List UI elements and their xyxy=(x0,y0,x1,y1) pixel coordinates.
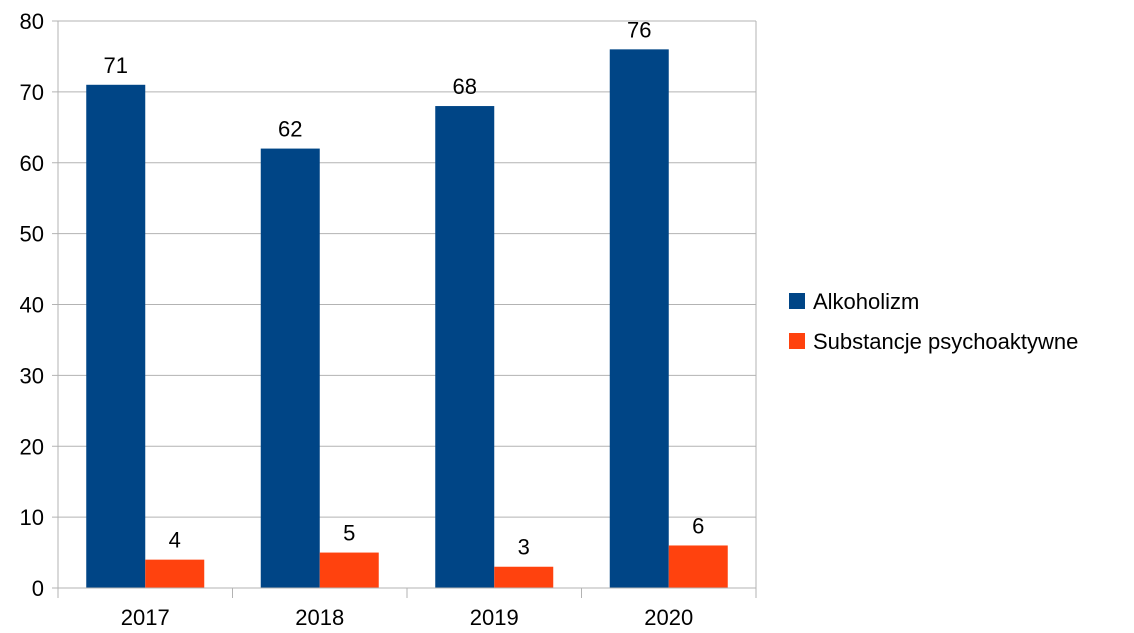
labels: 71 4 62 5 68 3 76 6 xyxy=(104,17,705,559)
data-label: 6 xyxy=(692,513,704,538)
x-tick-label: 2018 xyxy=(295,605,344,630)
bar-alkoholizm-2020 xyxy=(609,49,669,589)
data-label: 62 xyxy=(278,117,302,142)
data-label: 71 xyxy=(104,53,128,78)
x-tick-label: 2019 xyxy=(470,605,519,630)
data-label: 4 xyxy=(169,528,181,553)
legend-swatch xyxy=(789,333,805,349)
bar-substancje-2018 xyxy=(319,552,379,588)
y-tick-label: 40 xyxy=(20,293,44,318)
y-tick-label: 70 xyxy=(20,80,44,105)
y-tick-label: 10 xyxy=(20,505,44,530)
data-label: 5 xyxy=(343,521,355,546)
gridlines xyxy=(58,20,757,588)
y-tick-label: 80 xyxy=(20,9,44,34)
legend-label: Alkoholizm xyxy=(813,289,919,314)
bar-substancje-2017 xyxy=(145,559,205,588)
bar-alkoholizm-2019 xyxy=(435,106,495,589)
bar-substancje-2020 xyxy=(668,545,728,588)
data-label: 3 xyxy=(518,535,530,560)
axes: 0 10 20 30 40 50 60 70 80 2017 2018 2019 2020 xyxy=(20,9,757,630)
y-tick-label: 50 xyxy=(20,222,44,247)
y-tick-label: 30 xyxy=(20,363,44,388)
y-tick-label: 0 xyxy=(32,576,44,601)
bars xyxy=(86,49,728,589)
y-tick-label: 20 xyxy=(20,434,44,459)
data-label: 68 xyxy=(453,74,477,99)
legend-label: Substancje psychoaktywne xyxy=(813,329,1078,354)
bar-alkoholizm-2017 xyxy=(86,84,146,588)
bar-substancje-2019 xyxy=(494,566,554,588)
bar-alkoholizm-2018 xyxy=(260,148,320,588)
legend-swatch xyxy=(789,293,805,309)
legend: Alkoholizm Substancje psychoaktywne xyxy=(789,289,1078,354)
x-tick-label: 2017 xyxy=(121,605,170,630)
y-tick-label: 60 xyxy=(20,151,44,176)
x-tick-label: 2020 xyxy=(644,605,693,630)
data-label: 76 xyxy=(627,17,651,42)
